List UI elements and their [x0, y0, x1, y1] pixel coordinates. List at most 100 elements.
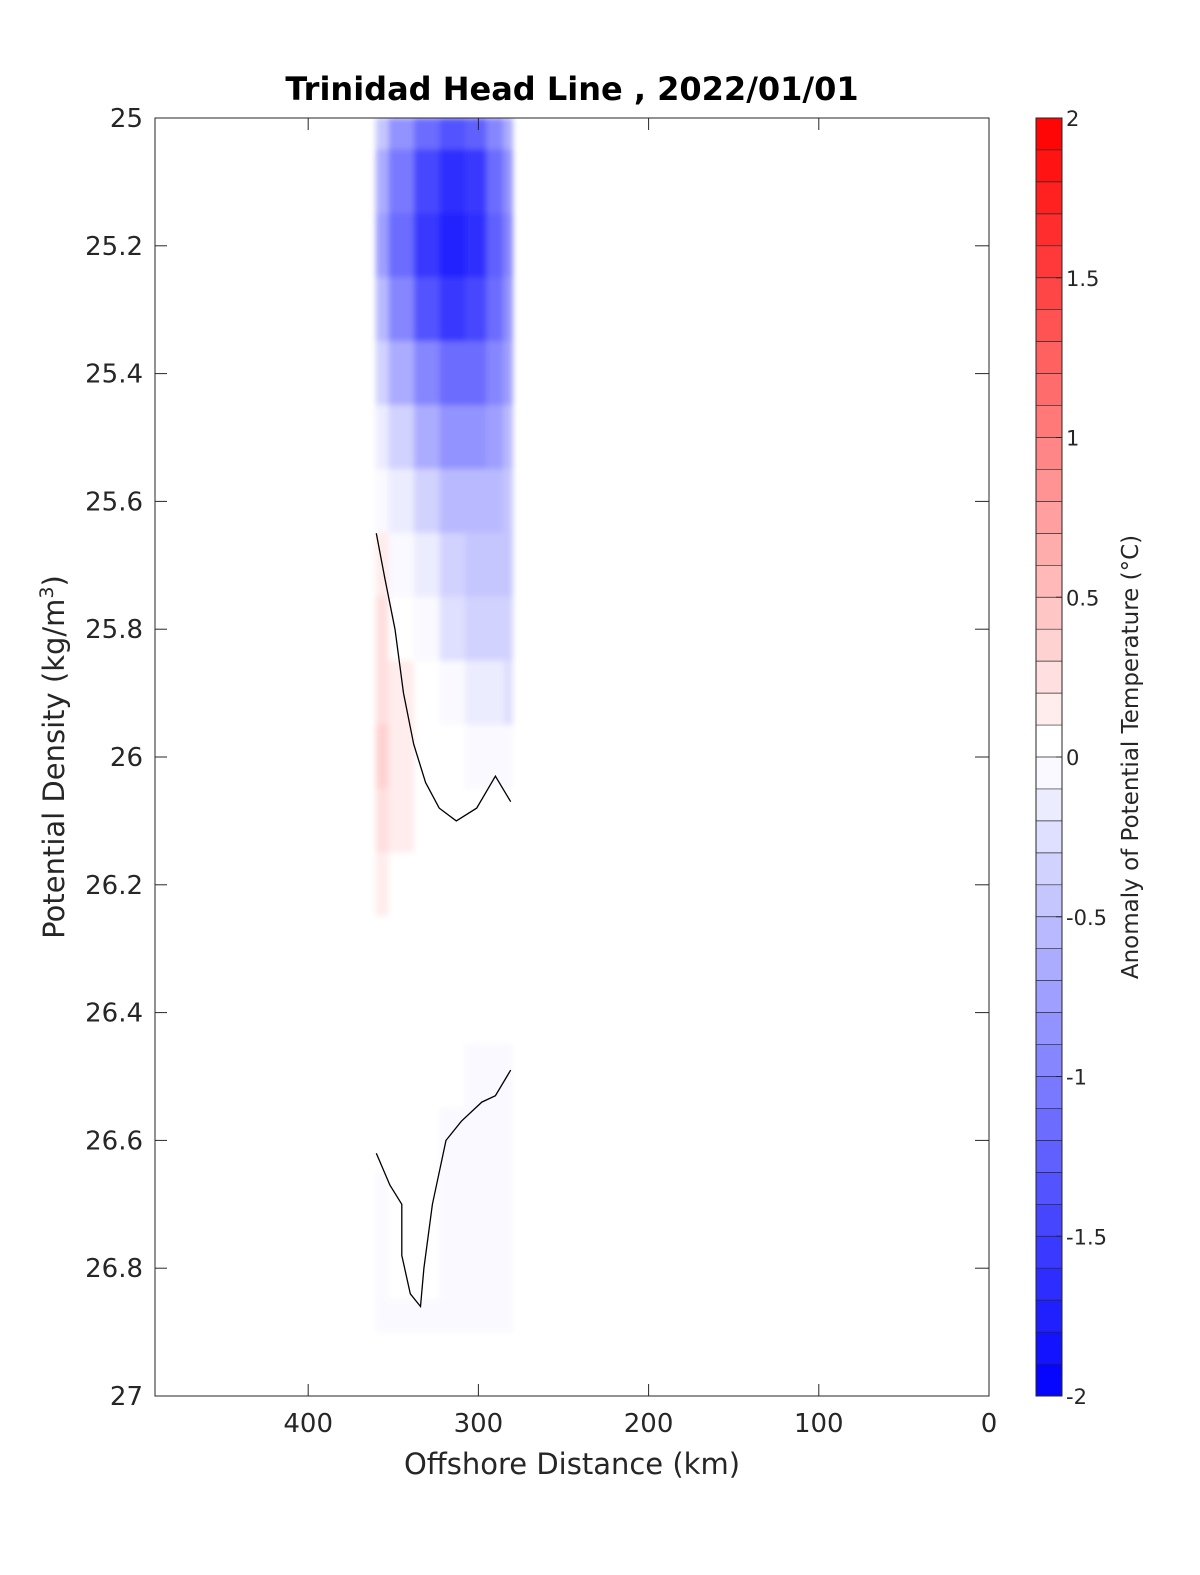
colorbar-swatch: [1036, 1140, 1062, 1173]
y-tick-label: 27: [110, 1382, 143, 1412]
anomaly-cell: [414, 1044, 441, 1109]
colorbar-swatch: [1036, 1204, 1062, 1237]
anomaly-cell: [375, 1044, 390, 1109]
colorbar-swatch: [1036, 149, 1062, 183]
anomaly-cell: [503, 916, 513, 982]
anomaly-cell: [388, 724, 416, 790]
plot-background: [155, 118, 989, 1396]
anomaly-cell: [486, 596, 505, 662]
plot-area: 400 300 200 100 0 25 25.2 25.4 25.6 25.8 26 26.2 26…: [85, 104, 997, 1439]
anomaly-cell: [465, 1044, 488, 1109]
x-axis-label: Offshore Distance (km): [404, 1447, 740, 1481]
anomaly-cell: [439, 1044, 467, 1109]
colorbar-swatch: [1036, 469, 1062, 502]
anomaly-cell: [486, 277, 505, 343]
chart-title: Trinidad Head Line , 2022/01/01: [285, 70, 858, 108]
anomaly-cell: [375, 277, 390, 343]
anomaly-cell: [503, 118, 513, 151]
y-axis-label: Potential Density (kg/m3): [36, 575, 71, 939]
colorbar-tick-label: 2: [1066, 107, 1079, 131]
colorbar-swatch: [1036, 788, 1062, 822]
anomaly-cell: [503, 596, 513, 662]
x-tick-label: 100: [794, 1409, 844, 1439]
anomaly-cell: [375, 405, 390, 470]
anomaly-cell: [439, 724, 467, 790]
anomaly-cell: [465, 1235, 488, 1301]
y-tick-label: 26: [110, 743, 143, 773]
anomaly-cell: [486, 660, 505, 726]
colorbar-swatch: [1036, 820, 1062, 854]
anomaly-cell: [414, 118, 441, 151]
anomaly-cell: [375, 596, 390, 662]
zero-contour-line: [375, 533, 512, 822]
anomaly-cell: [465, 405, 488, 470]
colorbar-tick-label: 0.5: [1066, 586, 1099, 610]
anomaly-cell: [503, 1235, 513, 1301]
anomaly-cell: [375, 660, 390, 726]
colorbar-ticks: 2 1.5 1 0.5 0 -0.5 -1 -1.5 -2: [1056, 107, 1107, 1409]
anomaly-cell: [465, 277, 488, 343]
colorbar-swatch: [1036, 405, 1062, 438]
colorbar-swatch: [1036, 884, 1062, 918]
anomaly-cell: [503, 1107, 513, 1173]
anomaly-cell: [439, 118, 467, 151]
anomaly-cell: [503, 788, 513, 854]
anomaly-cell: [439, 788, 467, 854]
anomaly-cell: [375, 468, 390, 534]
colorbar-swatch: [1036, 373, 1062, 406]
anomaly-cell: [465, 532, 488, 598]
anomaly-cell: [388, 788, 416, 854]
anomaly-cell: [388, 149, 416, 215]
anomaly-cell: [486, 724, 505, 790]
colorbar-swatch: [1036, 1172, 1062, 1205]
anomaly-cell: [375, 1235, 390, 1301]
colorbar-swatch: [1036, 1332, 1062, 1365]
colorbar-tick-label: 1.5: [1066, 267, 1099, 291]
anomaly-cell: [465, 596, 488, 662]
anomaly-cell: [486, 788, 505, 854]
colorbar-swatch: [1036, 1268, 1062, 1301]
anomaly-cell: [465, 660, 488, 726]
y-tick-label: 26.2: [85, 871, 143, 901]
y-axis-label-main: Potential Density (kg/m: [37, 599, 71, 939]
anomaly-cell: [486, 916, 505, 982]
colorbar-swatches: [1036, 118, 1062, 1397]
colorbar-swatch: [1036, 1108, 1062, 1141]
anomaly-cell: [388, 916, 416, 982]
colorbar-swatch: [1036, 533, 1062, 566]
anomaly-cell: [414, 277, 441, 343]
anomaly-cell: [439, 341, 467, 407]
anomaly-cell: [439, 1299, 467, 1333]
anomaly-cell: [503, 724, 513, 790]
colorbar: 2 1.5 1 0.5 0 -0.5 -1 -1.5 -2: [1035, 107, 1107, 1409]
anomaly-cell: [414, 788, 441, 854]
anomaly-cell: [439, 405, 467, 470]
anomaly-cell: [503, 660, 513, 726]
anomaly-cell: [439, 468, 467, 534]
anomaly-cell: [465, 341, 488, 407]
anomaly-cell: [465, 1299, 488, 1333]
anomaly-cell: [414, 724, 441, 790]
colorbar-swatch: [1036, 565, 1062, 598]
anomaly-cell: [414, 149, 441, 215]
anomaly-cell: [486, 532, 505, 598]
anomaly-cell: [486, 1235, 505, 1301]
anomaly-cell: [465, 118, 488, 151]
colorbar-swatch: [1036, 1012, 1062, 1045]
colorbar-swatch: [1036, 916, 1062, 950]
anomaly-cell: [503, 1044, 513, 1109]
y-axis-label-close: ): [37, 575, 71, 586]
anomaly-cell: [465, 468, 488, 534]
colorbar-swatch: [1036, 1300, 1062, 1333]
anomaly-cell: [414, 532, 441, 598]
anomaly-cell: [414, 660, 441, 726]
colorbar-swatch: [1036, 725, 1062, 758]
anomaly-cell: [388, 341, 416, 407]
colorbar-swatch: [1036, 181, 1062, 215]
anomaly-cell: [388, 1107, 416, 1173]
anomaly-cell: [503, 1299, 513, 1333]
anomaly-cell: [486, 341, 505, 407]
anomaly-cell: [414, 852, 441, 918]
anomaly-cell: [414, 1107, 441, 1173]
anomaly-cell: [503, 1171, 513, 1237]
